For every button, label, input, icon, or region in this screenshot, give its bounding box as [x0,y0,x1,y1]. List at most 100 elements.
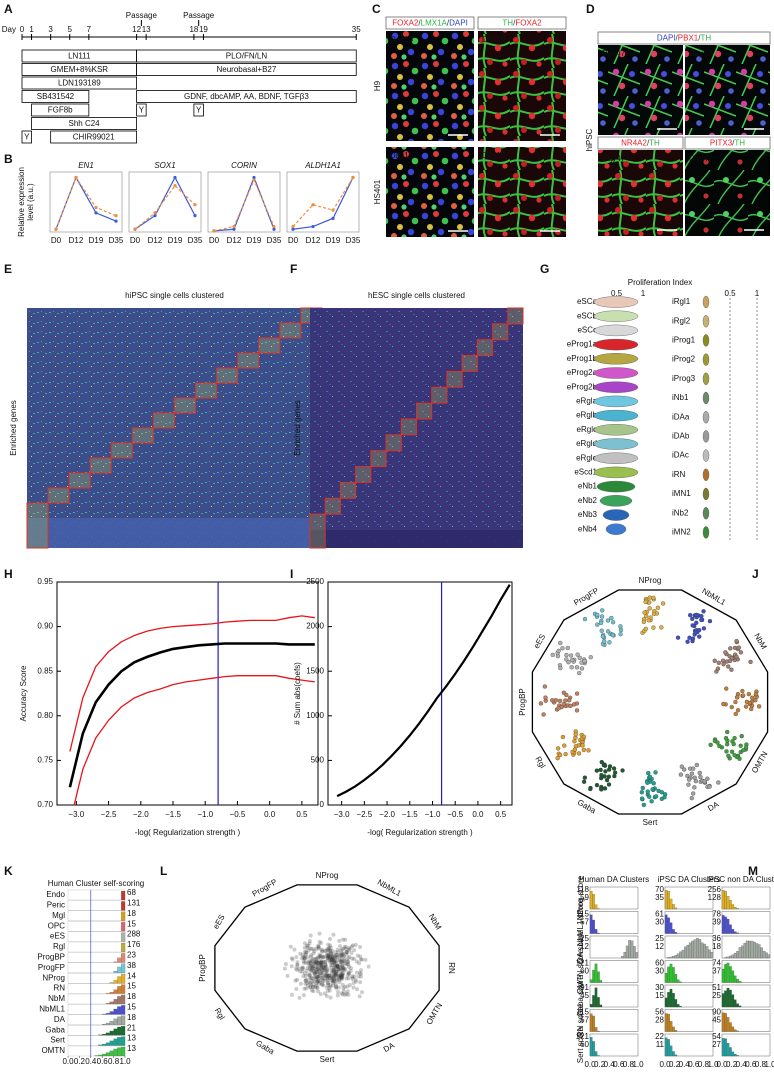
cell-dot [572,747,578,752]
cell-dot [314,985,319,990]
cell-dot [594,768,599,773]
x-tick-label: 0.0 [584,1060,596,1069]
cell-dot [316,943,321,948]
cluster-label: iRN [672,470,686,479]
treatment-bar [136,103,147,117]
micrograph [685,45,770,135]
cluster-label: eProg2b [567,382,598,391]
count-label: 131 [127,899,141,908]
histogram-shape [669,1021,673,1032]
histogram-shape [669,988,673,1008]
cell-dot [570,657,575,663]
cell-dot [741,748,746,753]
count-label: 18 [712,942,721,951]
gene-title: SOX1 [154,161,175,170]
cell-dot [295,963,300,968]
cluster-box [339,481,357,499]
cell-dot [312,961,317,966]
cell-dot [320,967,325,972]
cell-dot [341,954,346,959]
cell-dot [316,967,321,972]
cell-dot [739,733,744,739]
cell-dot [326,982,331,987]
histogram-shape [729,989,732,1008]
cell-dot [308,980,313,985]
day-label: 18 [189,25,198,34]
cell-dot [338,948,343,953]
histogram-shape [664,997,668,1008]
histogram-shape [721,1038,725,1057]
histogram-shape [594,963,598,983]
cell-dot [321,968,326,973]
cell-dot [306,972,311,977]
cell-dot [307,979,312,984]
cell-dot [325,988,330,993]
cell-dot [729,749,735,754]
cell-dot [725,729,730,735]
histogram-shape [113,1018,118,1025]
cell-dot [606,782,612,787]
treatment-name: Y [24,133,30,142]
x-tick-label: 0.4 [85,1057,97,1066]
count-label: 61 [655,910,664,919]
plot-frame [286,171,360,233]
cell-dot [705,776,710,781]
row-label: NProg score [576,875,585,920]
cell-dot [357,994,362,999]
cell-dot [579,666,585,671]
histogram-shape [121,901,126,911]
cell-dot [336,974,341,979]
cell-dot [332,967,337,972]
cell-dot [317,981,322,986]
count-label: 78 [712,910,721,919]
treatment-name: LDN193189 [58,79,101,88]
y-tick-label: 0.70 [37,800,53,809]
cell-dot [317,968,322,973]
x-tick-label: 0.2 [594,1060,606,1069]
cell-dot [659,796,664,801]
cell-dot [338,975,343,980]
cell-dot [708,742,713,747]
cell-dot [323,969,328,974]
histogram-shape [102,1023,107,1025]
cell-dot [594,782,600,788]
histogram-shape [105,1022,110,1025]
cell-dot [333,960,338,965]
cluster-label: eProg1b [567,354,598,363]
histogram-shape [121,994,126,1005]
cell-dot [355,953,360,958]
cell-dot [322,978,327,983]
cell-dot [351,985,356,990]
count-label: 121 [576,1032,590,1041]
header-box [597,31,771,45]
count-label: 18 [127,992,136,1001]
histogram-shape [731,929,735,934]
cell-dot [353,942,358,947]
stain-name: PBX1 [678,34,699,43]
cell-dot [340,975,345,980]
y-tick-label: 2500 [306,577,324,586]
cell-dot [315,985,320,990]
histogram-shape [121,890,126,901]
histogram-shape [762,950,766,959]
cell-dot [600,608,605,613]
count-label: 118 [576,885,589,894]
cell-dot [653,770,658,775]
histogram-shape [733,952,737,959]
histogram-shape [672,967,675,983]
cluster-box [174,397,197,414]
cell-dot [298,981,303,986]
x-tick-label: −0.5 [230,810,246,819]
cell-dot [339,968,344,973]
violin [593,310,639,322]
treatment-name: Neurobasal+B27 [217,65,277,74]
cell-dot [692,785,697,790]
cell-dot [313,971,318,976]
cell-dot [328,945,333,950]
treatment-bar [31,103,90,117]
count-label: 91 [580,983,589,992]
cell-dot [725,742,730,747]
count-label: 15 [655,991,664,1000]
cell-dot [317,980,322,985]
cell-dot [315,963,320,968]
